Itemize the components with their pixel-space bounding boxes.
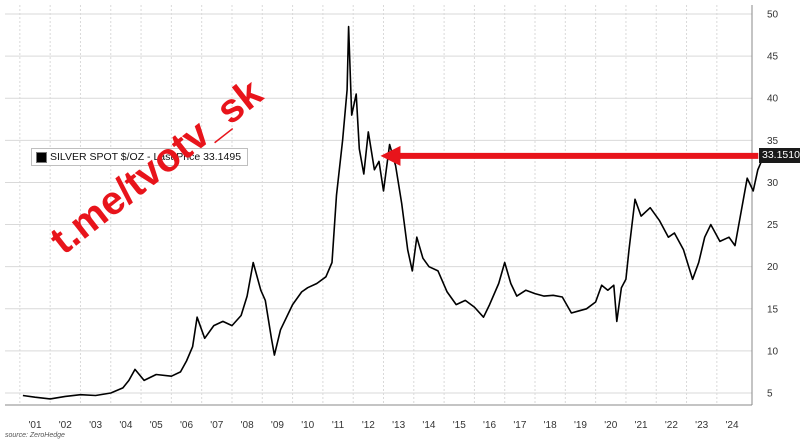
x-tick-label: '11: [332, 420, 345, 431]
y-tick-label: 5: [767, 389, 773, 400]
axes: 5 10 15 20 25 30 35 40 45 50 '01 '02 '03 '04 '05 '06 '07…: [5, 5, 779, 431]
x-tick-label: '04: [119, 420, 132, 431]
legend-label: SILVER SPOT $/OZ - Last Price 33.1495: [50, 151, 242, 163]
y-tick-label: 15: [767, 304, 779, 315]
x-tick-label: '21: [635, 420, 648, 431]
x-tick-label: '24: [725, 420, 738, 431]
y-tick-label: 10: [767, 346, 779, 357]
annotation-layer: [380, 145, 759, 166]
last-price-badge: 33.1510: [759, 148, 800, 163]
x-tick-label: '20: [604, 420, 617, 431]
x-tick-label: '05: [150, 420, 163, 431]
source-note: source: ZeroHedge: [5, 432, 65, 439]
x-tick-label: '17: [513, 420, 526, 431]
x-tick-label: '15: [453, 420, 466, 431]
y-tick-label: 45: [767, 52, 779, 63]
x-tick-label: '01: [28, 420, 41, 431]
y-tick-label: 30: [767, 178, 779, 189]
x-tick-label: '09: [271, 420, 284, 431]
arrow-head-icon: [380, 145, 401, 166]
x-tick-label: '06: [180, 420, 193, 431]
legend-swatch-icon: [36, 151, 47, 163]
x-tick-label: '08: [241, 420, 254, 431]
y-tick-label: 40: [767, 94, 779, 105]
x-tick-label: '02: [59, 420, 72, 431]
x-tick-label: '14: [422, 420, 435, 431]
grid-lines: [5, 5, 752, 405]
x-tick-label: '18: [544, 420, 557, 431]
x-tick-label: '13: [392, 420, 405, 431]
x-tick-label: '23: [695, 420, 708, 431]
y-tick-label: 20: [767, 262, 779, 273]
x-tick-label: '03: [89, 420, 102, 431]
x-tick-label: '22: [665, 420, 678, 431]
y-tick-label: 35: [767, 136, 779, 147]
chart-legend: SILVER SPOT $/OZ - Last Price 33.1495: [31, 148, 249, 166]
x-tick-label: '16: [483, 420, 496, 431]
y-tick-label: 50: [767, 10, 779, 21]
x-tick-label: '07: [210, 420, 223, 431]
y-tick-label: 25: [767, 220, 779, 231]
silver-price-line: [22, 25, 765, 400]
x-tick-label: '12: [362, 420, 375, 431]
x-tick-label: '19: [574, 420, 587, 431]
x-tick-label: '10: [301, 420, 314, 431]
